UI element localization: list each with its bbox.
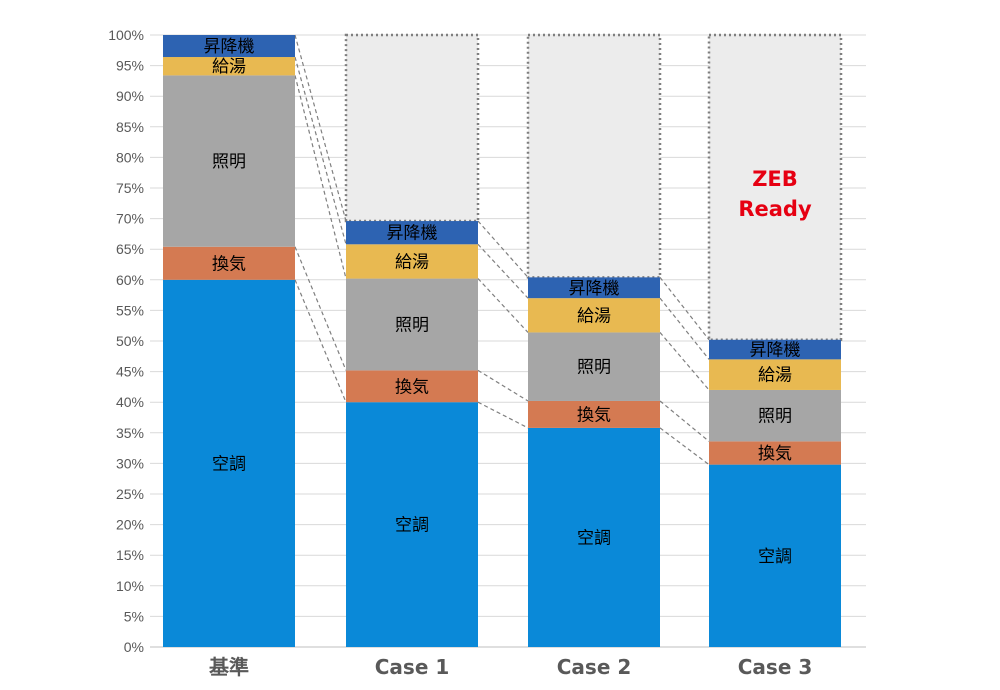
bar-segment (709, 464, 841, 647)
connector-line (294, 75, 347, 279)
y-tick-label: 90% (116, 88, 144, 104)
segment-label: 換気 (395, 377, 429, 397)
connector-line (294, 246, 347, 371)
segment-label: 照明 (577, 358, 611, 378)
segment-label: 昇降機 (750, 341, 801, 361)
bar-segment (709, 441, 841, 465)
connector-line (477, 243, 529, 299)
segment-label: 照明 (395, 315, 429, 335)
x-tick-label: Case 1 (375, 655, 450, 679)
segment-label: 昇降機 (569, 279, 620, 299)
annotation-label: ZEB (752, 167, 798, 191)
segment-labels: 空調換気照明給湯昇降機空調換気照明給湯昇降機空調換気照明給湯昇降機空調換気照明給… (204, 37, 801, 567)
y-tick-label: 35% (116, 425, 144, 441)
connector-line (659, 332, 710, 391)
connector-line (294, 56, 347, 245)
connector-lines (294, 34, 710, 466)
annotation-label: Ready (738, 197, 812, 221)
bar-segment (528, 427, 660, 647)
y-tick-label: 25% (116, 486, 144, 502)
bar-segment (163, 35, 295, 58)
connector-line (477, 401, 529, 429)
segment-label: 照明 (758, 407, 792, 427)
segment-label: 換気 (758, 444, 792, 464)
x-tick-label: Case 3 (738, 655, 813, 679)
y-tick-label: 15% (116, 547, 144, 563)
annotation: ZEB Ready (738, 167, 812, 221)
segment-label: 空調 (395, 516, 429, 536)
connector-line (659, 427, 710, 466)
bar-segment (528, 277, 660, 299)
connector-line (659, 400, 710, 442)
y-tick-label: 5% (124, 608, 144, 624)
segment-label: 空調 (758, 547, 792, 567)
connector-line (477, 220, 529, 278)
connector-line (294, 34, 347, 222)
y-tick-label: 0% (124, 639, 144, 655)
y-axis-ticks: 0% 5% 10% 15% 20% 25% 30% 35% 40% 45% 50% 55% 60% 65%… (108, 27, 144, 655)
bar-segment (346, 370, 478, 403)
bar-segment (528, 400, 660, 428)
segment-label: 換気 (212, 254, 246, 274)
y-tick-label: 80% (116, 149, 144, 165)
bars (163, 35, 841, 647)
connector-line (294, 279, 347, 403)
segment-label: 昇降機 (204, 37, 255, 57)
bar-segment (709, 389, 841, 442)
bar-segment (346, 221, 478, 245)
y-tick-label: 40% (116, 394, 144, 410)
y-tick-label: 85% (116, 119, 144, 135)
y-tick-label: 30% (116, 455, 144, 471)
segment-label: 給湯 (212, 57, 246, 77)
y-tick-label: 55% (116, 302, 144, 318)
x-tick-label: 基準 (209, 655, 249, 679)
connector-line (477, 278, 529, 333)
segment-label: 昇降機 (387, 224, 438, 244)
segment-label: 給湯 (758, 366, 792, 386)
bar-segment (163, 57, 295, 76)
x-axis-ticks: 基準 Case 1 Case 2 Case 3 (209, 655, 812, 679)
y-tick-label: 50% (116, 333, 144, 349)
bar-segment (346, 244, 478, 279)
reduction-boxes (344, 33, 843, 342)
segment-label: 空調 (577, 528, 611, 548)
y-tick-label: 45% (116, 364, 144, 380)
x-tick-label: Case 2 (557, 655, 632, 679)
y-tick-label: 20% (116, 517, 144, 533)
bar-segment (346, 402, 478, 647)
segment-label: 照明 (212, 152, 246, 172)
bar-segment (709, 359, 841, 390)
bar-segment (163, 279, 295, 647)
bar-segment (346, 278, 478, 371)
bar-segment (163, 246, 295, 280)
y-tick-label: 75% (116, 180, 144, 196)
reduction-box (526, 33, 662, 279)
bar-segment (528, 298, 660, 333)
y-tick-label: 100% (108, 27, 144, 43)
connector-line (659, 297, 710, 360)
connector-line (477, 369, 529, 402)
bar-segment (163, 75, 295, 247)
y-tick-label: 60% (116, 272, 144, 288)
y-tick-label: 65% (116, 241, 144, 257)
connector-line (659, 276, 710, 341)
y-tick-label: 70% (116, 211, 144, 227)
segment-label: 空調 (212, 454, 246, 474)
bar-segment (709, 339, 841, 360)
y-tick-label: 10% (116, 578, 144, 594)
y-tick-label: 95% (116, 58, 144, 74)
reduction-box (707, 33, 843, 342)
segment-label: 換気 (577, 405, 611, 425)
bar-segment (528, 332, 660, 401)
segment-label: 給湯 (395, 252, 429, 272)
segment-label: 給湯 (577, 306, 611, 326)
reduction-box (344, 33, 480, 223)
